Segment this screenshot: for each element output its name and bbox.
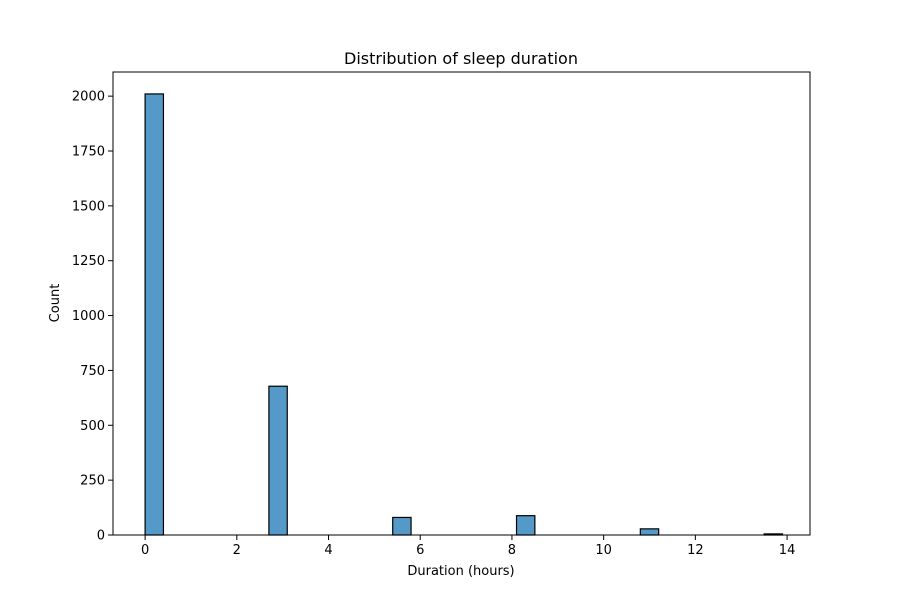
histogram-bar-4 xyxy=(639,528,660,536)
y-tick-label: 1500 xyxy=(72,199,105,214)
chart-title: Distribution of sleep duration xyxy=(344,49,578,68)
y-tick-label: 0 xyxy=(97,529,105,544)
bars-group xyxy=(144,93,784,536)
x-tick-label: 6 xyxy=(416,543,424,558)
x-tick-label: 4 xyxy=(324,543,332,558)
x-tick-label: 10 xyxy=(595,543,612,558)
y-axis-label: Count xyxy=(48,284,63,323)
y-tick-label: 1750 xyxy=(72,144,105,159)
histogram-bar-0 xyxy=(144,93,165,536)
x-tick-label: 12 xyxy=(687,543,704,558)
histogram-bar-3 xyxy=(515,515,536,536)
y-tick-label: 750 xyxy=(80,364,105,379)
y-tick-label: 1250 xyxy=(72,254,105,269)
x-tick-label: 2 xyxy=(233,543,241,558)
plot-frame xyxy=(112,71,811,536)
histogram-bar-1 xyxy=(268,385,288,536)
x-tick-label: 8 xyxy=(508,543,516,558)
x-tick-label: 0 xyxy=(141,543,149,558)
x-axis-label: Duration (hours) xyxy=(407,564,514,579)
y-tick-label: 250 xyxy=(80,474,105,489)
x-tick-label: 14 xyxy=(779,543,796,558)
x-axis-ticks: 0 2 4 6 8 10 12 14 xyxy=(141,535,795,558)
y-tick-label: 500 xyxy=(80,419,105,434)
y-tick-label: 2000 xyxy=(72,90,105,105)
y-axis-ticks: 0 250 500 750 1000 1250 1500 1750 2000 xyxy=(72,90,113,544)
histogram-bar-2 xyxy=(392,516,412,536)
y-tick-label: 1000 xyxy=(72,309,105,324)
